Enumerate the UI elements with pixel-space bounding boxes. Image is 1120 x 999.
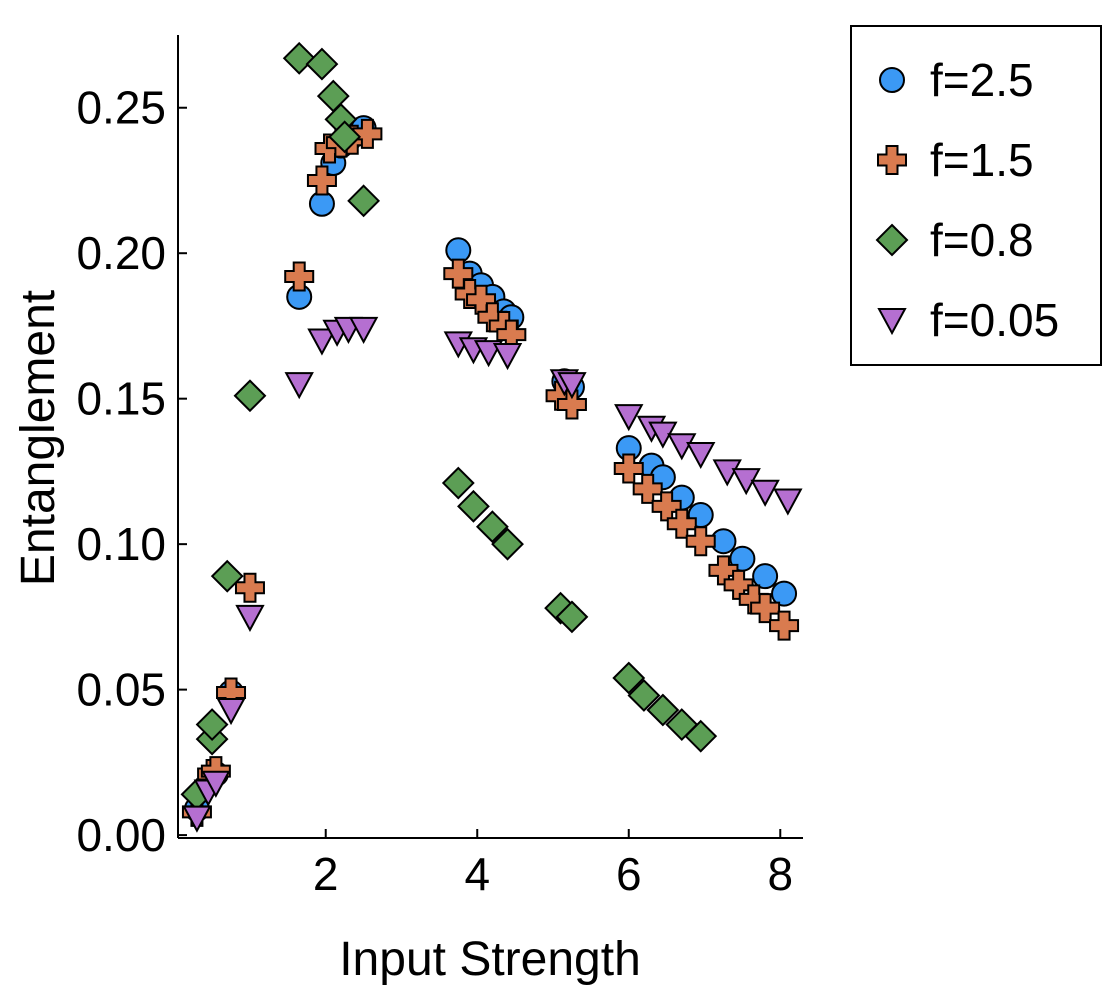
data-point bbox=[769, 610, 800, 641]
y-axis-label: Entanglement bbox=[12, 290, 65, 586]
data-point bbox=[284, 261, 315, 292]
data-point bbox=[646, 693, 680, 727]
data-point bbox=[457, 489, 490, 523]
series-f=1.5 bbox=[181, 118, 800, 827]
data-point bbox=[685, 526, 716, 557]
data-point bbox=[556, 389, 587, 420]
x-tick-label: 8 bbox=[767, 848, 793, 900]
data-point bbox=[771, 580, 798, 607]
legend: f=2.5 f=1.5 f=0.8 f=0.05 bbox=[850, 25, 1102, 366]
data-point bbox=[216, 697, 246, 726]
legend-marker bbox=[875, 223, 909, 257]
x-tick-label: 6 bbox=[616, 848, 642, 900]
data-point bbox=[235, 604, 265, 632]
data-point bbox=[612, 661, 646, 695]
series-f=2.5 bbox=[183, 115, 798, 822]
y-tick-label: 0.15 bbox=[76, 373, 166, 425]
data-point bbox=[614, 404, 644, 432]
data-point bbox=[712, 459, 742, 487]
axes bbox=[177, 35, 803, 839]
y-tick-label: 0.20 bbox=[76, 227, 166, 279]
data-point bbox=[195, 708, 229, 741]
x-tick-label: 4 bbox=[464, 848, 490, 900]
legend-label: f=2.5 bbox=[930, 54, 1034, 106]
data-point bbox=[613, 453, 644, 484]
data-point bbox=[233, 379, 267, 413]
data-point bbox=[284, 372, 314, 400]
y-tick-label: 0.25 bbox=[76, 82, 166, 134]
data-point bbox=[627, 679, 661, 712]
x-tick-label: 2 bbox=[313, 848, 339, 900]
legend-item: f=1.5 bbox=[877, 134, 1034, 186]
legend-marker bbox=[879, 67, 905, 93]
data-point bbox=[686, 441, 716, 470]
y-tick-label: 0.00 bbox=[76, 809, 166, 861]
legend-label: f=0.8 bbox=[930, 214, 1034, 266]
legend-item: f=2.5 bbox=[879, 54, 1034, 106]
data-point bbox=[352, 118, 383, 149]
data-point bbox=[752, 563, 779, 590]
data-point bbox=[773, 488, 803, 516]
data-point bbox=[684, 719, 718, 753]
data-point bbox=[492, 343, 523, 371]
data-point bbox=[750, 479, 780, 507]
data-point bbox=[282, 41, 316, 75]
legend-label: f=0.05 bbox=[930, 294, 1059, 346]
tick-labels: 2 4 6 8 0.00 0.05 0.10 0.15 0.20 0.25 bbox=[76, 82, 793, 900]
data-point bbox=[307, 328, 337, 356]
legend-label: f=1.5 bbox=[930, 134, 1034, 186]
data-point bbox=[210, 559, 244, 593]
data-point bbox=[557, 372, 587, 400]
legend-marker bbox=[877, 308, 907, 336]
series-f=0.8 bbox=[180, 41, 718, 811]
data-points bbox=[180, 41, 803, 833]
data-point bbox=[328, 120, 362, 154]
data-point bbox=[305, 47, 339, 81]
data-point bbox=[667, 433, 697, 461]
series-f=0.05 bbox=[182, 316, 803, 833]
legend-marker bbox=[877, 145, 907, 175]
data-point bbox=[555, 600, 589, 634]
data-point bbox=[306, 165, 337, 196]
data-point bbox=[201, 770, 231, 798]
y-tick-label: 0.10 bbox=[76, 518, 166, 570]
y-tick-label: 0.05 bbox=[76, 664, 166, 716]
data-point bbox=[441, 466, 475, 500]
data-point bbox=[182, 805, 212, 833]
data-point bbox=[491, 527, 524, 561]
data-point bbox=[348, 316, 379, 344]
legend-item: f=0.05 bbox=[877, 294, 1059, 346]
legend-item: f=0.8 bbox=[875, 214, 1034, 266]
data-point bbox=[475, 510, 509, 544]
x-axis-label: Input Strength bbox=[339, 933, 641, 986]
data-point bbox=[347, 184, 381, 218]
